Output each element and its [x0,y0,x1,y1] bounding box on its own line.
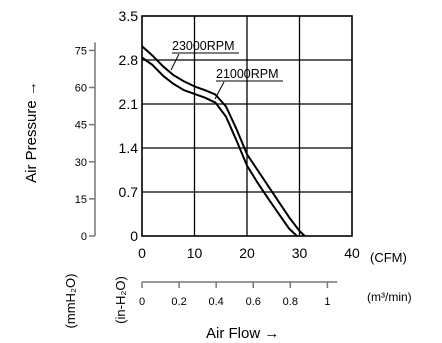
m3min-tick-label: 0.4 [209,296,224,308]
series-line-21000rpm [141,56,298,237]
y-unit-mmh2o-label: (mmH₂O) [63,274,78,329]
x2-unit-label: (m³/min) [367,290,412,304]
mmh2o-tick-label: 0 [81,231,87,243]
x-tick-label: 0 [138,245,146,261]
plot-frame [141,15,353,237]
m3min-tick-label: 0.6 [246,296,261,308]
x-tick-label: 40 [344,245,360,261]
m3min-tick-label: 0.2 [171,296,186,308]
series-line-23000rpm [141,45,306,237]
y-unit-inh2o-label: (in-H₂O) [113,276,128,324]
y-tick-label: 0.7 [119,184,139,200]
m3min-tick-label: 0 [139,296,145,308]
mmh2o-tick-label: 15 [75,194,87,206]
x-axis-ticks: 0 10 20 30 40 [138,245,360,261]
m3min-tick-label: 1 [324,296,330,308]
series-layer [141,45,306,237]
series-label-21000rpm: 21000RPM [216,67,279,81]
x-axis-title: Air Flow → [206,325,279,342]
mmh2o-tick-label: 60 [75,83,87,95]
y-tick-label: 0 [130,228,138,244]
m3min-axis: 0 0.2 0.4 0.6 0.8 1 [139,281,338,308]
mmh2o-tick-label: 45 [75,120,87,132]
grid-lines [142,16,352,236]
x-tick-label: 20 [239,245,255,261]
y-tick-label: 1.4 [119,140,139,156]
mmh2o-axis: 0 15 30 45 60 75 [75,42,96,243]
series-leader-23000rpm [170,53,180,71]
series-leader-21000rpm [214,81,225,100]
m3min-tick-label: 0.8 [283,296,298,308]
x-tick-label: 10 [187,245,203,261]
x-tick-label: 30 [292,245,308,261]
series-label-23000rpm: 23000RPM [172,39,235,53]
y-tick-label: 2.8 [119,52,139,68]
y-tick-label: 2.1 [119,96,139,112]
y-axis-title: Air Pressure → [23,81,40,183]
mmh2o-tick-label: 30 [75,157,87,169]
y-tick-label: 3.5 [119,8,139,24]
y-axis-ticks: 0 0.7 1.4 2.1 2.8 3.5 [119,8,139,244]
x-unit-label: (CFM) [370,250,407,265]
mmh2o-tick-label: 75 [75,45,87,57]
